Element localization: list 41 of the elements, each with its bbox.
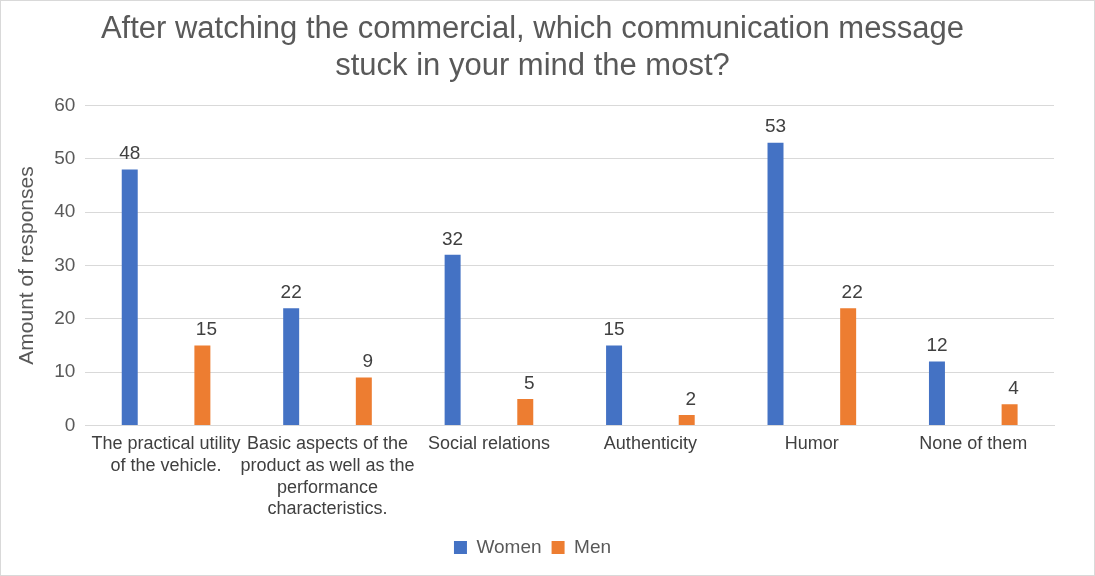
x-tick-label: Authenticity xyxy=(603,433,697,454)
bar xyxy=(355,377,372,426)
bar xyxy=(194,345,211,426)
data-label: 15 xyxy=(195,318,217,340)
data-label: 22 xyxy=(280,280,302,302)
bar xyxy=(444,254,461,426)
y-tick-label: 50 xyxy=(54,147,76,168)
bar xyxy=(283,308,300,426)
bar xyxy=(678,414,695,426)
data-label: 53 xyxy=(764,115,787,137)
legend-label: Men xyxy=(574,535,612,557)
data-label: 2 xyxy=(685,387,696,409)
bar xyxy=(1001,404,1018,426)
data-label: 32 xyxy=(442,227,464,249)
bar xyxy=(767,142,784,426)
x-tick-label: Social relations xyxy=(427,433,550,454)
y-tick-label: 60 xyxy=(54,93,76,115)
bar xyxy=(606,345,623,426)
data-label: 48 xyxy=(119,142,141,164)
y-tick-label: 30 xyxy=(54,253,76,275)
data-label: 5 xyxy=(523,371,535,393)
bar xyxy=(121,169,138,426)
x-tick-label: The practical utility of the vehicle. xyxy=(91,433,241,475)
data-label: 4 xyxy=(1008,376,1020,398)
bar xyxy=(928,361,945,426)
y-tick-label: 0 xyxy=(64,413,76,435)
y-axis-title: Amount of responses xyxy=(14,166,38,365)
x-tick-label: Basic aspects of the product as well as the performance characteristics. xyxy=(240,433,415,519)
legend-label: Women xyxy=(476,535,542,557)
x-tick-label: Humor xyxy=(784,433,839,454)
y-tick-label: 20 xyxy=(54,307,76,329)
y-tick-label: 40 xyxy=(54,200,76,222)
data-label: 9 xyxy=(362,350,374,372)
data-label: 22 xyxy=(841,280,863,302)
y-tick-label: 10 xyxy=(54,360,76,382)
bar xyxy=(840,308,857,426)
data-label: 12 xyxy=(926,334,948,356)
x-tick-label: None of them xyxy=(919,433,1028,454)
data-label: 15 xyxy=(603,318,625,340)
chart-title: After watching the commercial, which communication message stuck in your mind the most? xyxy=(100,10,965,83)
bar xyxy=(517,398,534,426)
